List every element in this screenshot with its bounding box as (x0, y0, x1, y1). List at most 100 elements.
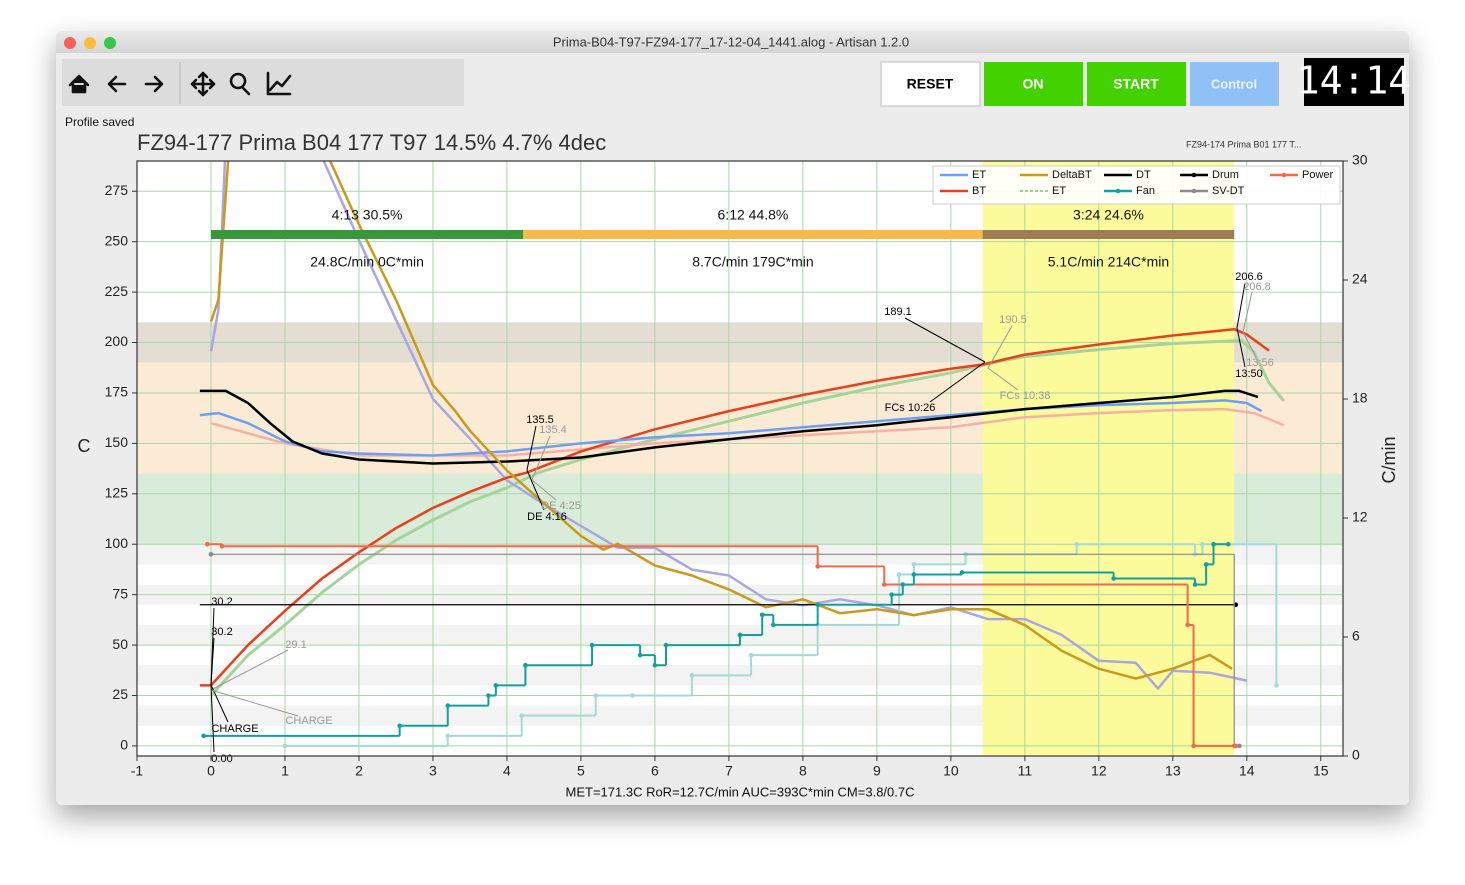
step-marker (493, 683, 499, 688)
phase-stats: 8.7C/min 179C*min (692, 254, 813, 270)
step-marker (748, 652, 754, 658)
step-marker (1074, 541, 1079, 547)
annotation-leader (987, 325, 1013, 369)
annotation-leader (1236, 327, 1246, 368)
step-marker (589, 642, 595, 648)
legend-marker (1191, 188, 1197, 194)
step-marker (737, 632, 743, 638)
step-marker (1191, 743, 1196, 749)
chart-title: FZ94-177 Prima B04 177 T97 14.5% 4.7% 4d… (137, 130, 606, 155)
phase-label: 4:13 30.5% (332, 207, 403, 223)
plot-series (199, 161, 1285, 749)
phase-bar (210, 230, 524, 239)
annotation-leader (210, 649, 289, 691)
step-marker (219, 543, 225, 549)
annotation: DE 4:25 (541, 500, 581, 512)
on-button[interactable] (984, 62, 1083, 106)
x-tick-label: 9 (873, 763, 881, 779)
series-line (209, 339, 1285, 697)
forward-icon[interactable] (144, 75, 164, 93)
legend-label: Drum (1212, 169, 1239, 181)
x-tick-label: 15 (1313, 763, 1329, 779)
annotation: 135.5 (526, 414, 554, 426)
start-button[interactable] (1087, 62, 1186, 106)
subplots-icon[interactable] (266, 71, 292, 96)
pan-icon[interactable] (190, 71, 216, 97)
legend-label: Power (1302, 169, 1334, 181)
annotation: FCs 10:38 (1000, 390, 1051, 402)
step-marker (652, 662, 658, 668)
plot-overlay: 4:13 30.5% 24.8C/min 0C*min 6:12 44.8% 8.7C… (210, 165, 1341, 765)
step-marker (1192, 582, 1198, 587)
annotation: CHARGE (285, 715, 332, 727)
zoom-icon[interactable] (229, 72, 251, 96)
step-marker (689, 673, 695, 678)
legend-label: ET (1052, 185, 1066, 197)
y-tick-label: 250 (105, 232, 129, 248)
annotation-leader (526, 469, 545, 511)
legend-marker (1191, 172, 1197, 178)
x-tick-label: 12 (1091, 763, 1107, 779)
annotation-leader (987, 367, 1019, 391)
legend-label: BT (972, 185, 986, 197)
minimize-button[interactable] (84, 37, 96, 49)
phase-label: 3:24 24.6% (1073, 207, 1144, 223)
x-tick-label: 5 (577, 763, 585, 779)
step-marker (445, 733, 451, 739)
step-marker (889, 592, 894, 597)
annotation-leader (531, 435, 551, 481)
annotation-leader (526, 425, 537, 471)
close-button[interactable] (64, 37, 76, 49)
y2-tick-label: 6 (1352, 628, 1360, 644)
step-marker (1233, 743, 1239, 749)
y-tick-label: 0 (120, 737, 128, 753)
control-button[interactable] (1190, 62, 1279, 106)
x-tick-label: 7 (725, 763, 733, 779)
step-marker (637, 652, 643, 658)
highlight-region (982, 161, 1235, 756)
legend-box (932, 165, 1341, 205)
annotation-leader (210, 689, 299, 717)
on-label: ON (1023, 76, 1044, 92)
step-marker (1226, 541, 1231, 547)
annotation-leader (1242, 331, 1257, 358)
y2-tick-label: 24 (1352, 271, 1368, 287)
phase-stats: 5.1C/min 214C*min (1048, 254, 1169, 270)
step-marker (523, 662, 528, 668)
y-tick-label: 150 (105, 434, 129, 450)
x-tick-label: 13 (1165, 763, 1181, 779)
window-title: Prima-B04-T97-FZ94-177_17-12-04_1441.alo… (553, 34, 909, 49)
phase-label: 6:12 44.8% (718, 207, 789, 223)
y2-axis-label: C/min (1379, 436, 1399, 483)
step-marker (815, 564, 820, 569)
home-icon[interactable] (68, 74, 90, 94)
annotation: 135.4 (539, 424, 567, 436)
series-line (209, 161, 1233, 680)
zoom-button[interactable] (104, 37, 116, 49)
x-tick-label: 11 (1018, 763, 1033, 779)
step-marker (282, 743, 288, 749)
status-message: Profile saved (65, 115, 134, 129)
x-tick-label: -1 (131, 763, 144, 779)
annotation: 13:50 (1235, 368, 1263, 380)
annotation: 189.1 (884, 306, 912, 318)
x-tick-label: 14 (1239, 763, 1255, 779)
step-marker (208, 552, 214, 557)
start-label: START (1113, 76, 1159, 92)
step-marker (445, 703, 451, 708)
back-icon[interactable] (107, 75, 127, 93)
y-tick-label: 75 (112, 585, 128, 601)
step-marker (815, 602, 820, 608)
reset-label: RESET (907, 76, 954, 92)
annotation-leader (210, 684, 215, 753)
x-tick-label: 1 (281, 763, 289, 779)
reset-button[interactable] (880, 61, 981, 107)
legend-label: DeltaBT (1052, 169, 1092, 181)
annotation-leader (904, 317, 986, 363)
clock-text: 14:14 (1297, 59, 1411, 103)
annotation: 0:00 (211, 753, 232, 765)
annotation-leader (210, 637, 215, 686)
annotation: 29.1 (285, 639, 306, 651)
plot-frame (136, 160, 1344, 757)
lcd-clock (1304, 58, 1404, 106)
